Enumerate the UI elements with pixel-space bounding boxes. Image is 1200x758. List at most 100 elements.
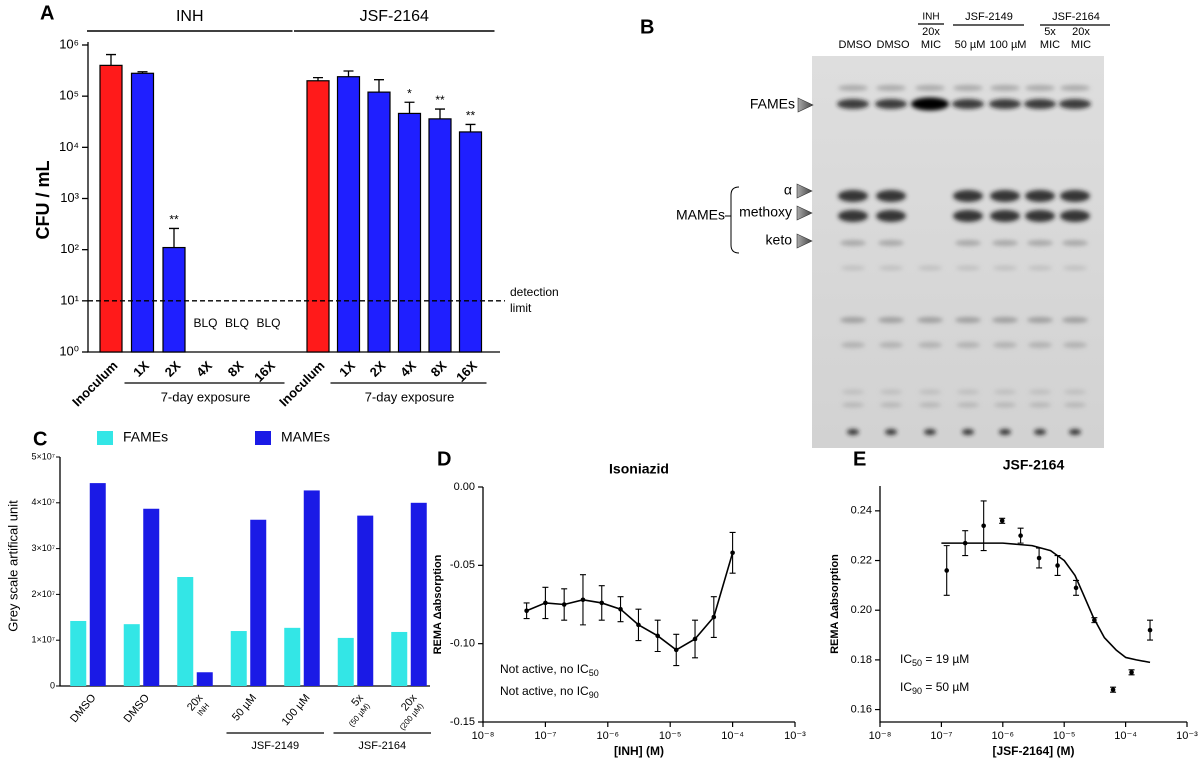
x-tick-label: 10⁻⁷ bbox=[534, 730, 556, 742]
x-tick-label: 10⁻⁸ bbox=[869, 730, 892, 742]
error-bar bbox=[137, 71, 148, 74]
y-tick-label: -0.15 bbox=[450, 716, 475, 728]
tlc-band bbox=[919, 402, 941, 408]
bar bbox=[357, 515, 374, 686]
group-label: INH bbox=[176, 8, 204, 25]
x-tick-label: 10⁻⁶ bbox=[597, 730, 620, 742]
bar bbox=[367, 91, 391, 353]
y-tick-label: -0.10 bbox=[450, 638, 475, 650]
y-tick-label: -0.05 bbox=[450, 559, 475, 571]
tlc-band bbox=[918, 342, 942, 348]
group-label: JSF-2164 bbox=[358, 740, 406, 752]
y-tick-label: 10⁵ bbox=[59, 88, 79, 103]
lane-label: 5x bbox=[1044, 26, 1056, 38]
tlc-band bbox=[837, 99, 869, 109]
legend-label: FAMEs bbox=[123, 429, 168, 445]
tlc-band bbox=[952, 99, 984, 109]
annotation-text: = 19 µM bbox=[922, 652, 969, 666]
tlc-band bbox=[1060, 210, 1090, 222]
data-point bbox=[1147, 627, 1153, 633]
error-bar bbox=[435, 108, 445, 119]
error-bar bbox=[169, 227, 179, 248]
bar-annotation: ** bbox=[435, 93, 445, 107]
tlc-band bbox=[1025, 190, 1055, 202]
lane-label: DMSO bbox=[839, 39, 872, 51]
y-tick-label: 3×10⁷ bbox=[31, 543, 55, 553]
data-point bbox=[580, 597, 586, 603]
tlc-band bbox=[1028, 342, 1052, 348]
tlc-band bbox=[992, 240, 1018, 246]
y-tick-label: 0.18 bbox=[851, 654, 872, 666]
annotation-subscript: 90 bbox=[589, 690, 599, 700]
data-point bbox=[711, 614, 717, 620]
band-arrow bbox=[797, 97, 814, 113]
x-tick-label: 10⁻⁴ bbox=[1114, 730, 1137, 742]
band-label: α bbox=[784, 182, 792, 198]
data-point bbox=[1129, 670, 1134, 675]
data-point bbox=[618, 606, 623, 612]
tlc-band bbox=[953, 85, 983, 91]
y-tick-label: 0.24 bbox=[851, 505, 872, 517]
tlc-band bbox=[841, 265, 865, 271]
error-bar bbox=[374, 79, 384, 93]
annotation: IC50 = 19 µM bbox=[900, 652, 969, 668]
tlc-band bbox=[838, 210, 868, 222]
bar bbox=[410, 502, 427, 686]
x-tick-label: 10⁻³ bbox=[1176, 730, 1198, 742]
y-tick-label: 0.16 bbox=[851, 703, 872, 715]
bar bbox=[130, 72, 155, 353]
tlc-band bbox=[956, 265, 980, 271]
band-labels: FAMEs MAMEs α methoxy keto bbox=[676, 96, 814, 254]
lane-label: DMSO bbox=[877, 39, 910, 51]
bar bbox=[397, 112, 422, 353]
band-label: FAMEs bbox=[750, 96, 795, 112]
bar bbox=[306, 80, 330, 353]
bar bbox=[284, 627, 301, 686]
tlc-band bbox=[1059, 99, 1091, 109]
data-point bbox=[962, 540, 968, 546]
tlc-band bbox=[990, 190, 1020, 202]
data-point bbox=[1036, 555, 1042, 561]
legend-label: MAMEs bbox=[281, 429, 330, 445]
error-bar bbox=[106, 53, 116, 66]
group-label: JSF-2164 bbox=[360, 8, 429, 25]
tlc-band bbox=[994, 402, 1016, 408]
tlc-band bbox=[840, 317, 866, 323]
tlc-band bbox=[1060, 190, 1090, 202]
y-tick-label: 0 bbox=[50, 680, 55, 690]
tlc-band bbox=[1028, 265, 1052, 271]
tlc-band bbox=[992, 317, 1018, 323]
panel-letter: A bbox=[40, 2, 54, 24]
data-point bbox=[1018, 533, 1023, 538]
x-axis-label: [INH] (M) bbox=[614, 744, 664, 758]
y-tick-label: 10³ bbox=[60, 190, 79, 205]
band-arrow bbox=[796, 183, 813, 199]
tlc-band bbox=[841, 342, 865, 348]
data-point bbox=[636, 622, 641, 628]
tlc-band bbox=[919, 389, 941, 395]
lane-group-label: JSF-2149 bbox=[965, 11, 1013, 23]
y-axis-label: REMA Δabsorption bbox=[432, 554, 444, 654]
chart-title: Isoniazid bbox=[609, 461, 669, 477]
tlc-band bbox=[1029, 389, 1051, 395]
bar bbox=[162, 246, 186, 353]
bar bbox=[99, 64, 123, 353]
band-group-label: MAMEs bbox=[676, 207, 725, 223]
x-tick-label: 10⁻⁷ bbox=[930, 730, 952, 742]
tlc-band bbox=[955, 240, 981, 246]
group-sublabel: 7-day exposure bbox=[365, 389, 455, 404]
y-tick-label: 2×10⁷ bbox=[31, 589, 55, 599]
error-bar bbox=[404, 101, 415, 114]
tlc-band bbox=[1034, 429, 1046, 435]
data-point bbox=[561, 602, 567, 607]
tlc-plate bbox=[812, 56, 1104, 448]
data-point bbox=[1055, 563, 1060, 568]
y-tick-label: 10⁴ bbox=[59, 139, 79, 154]
lane-label: 20x bbox=[922, 26, 940, 38]
bar bbox=[391, 631, 408, 686]
x-tick-label: 10⁻⁵ bbox=[659, 730, 682, 742]
tlc-band bbox=[957, 389, 979, 395]
reference-label: detection bbox=[510, 285, 559, 299]
tlc-band bbox=[993, 265, 1017, 271]
